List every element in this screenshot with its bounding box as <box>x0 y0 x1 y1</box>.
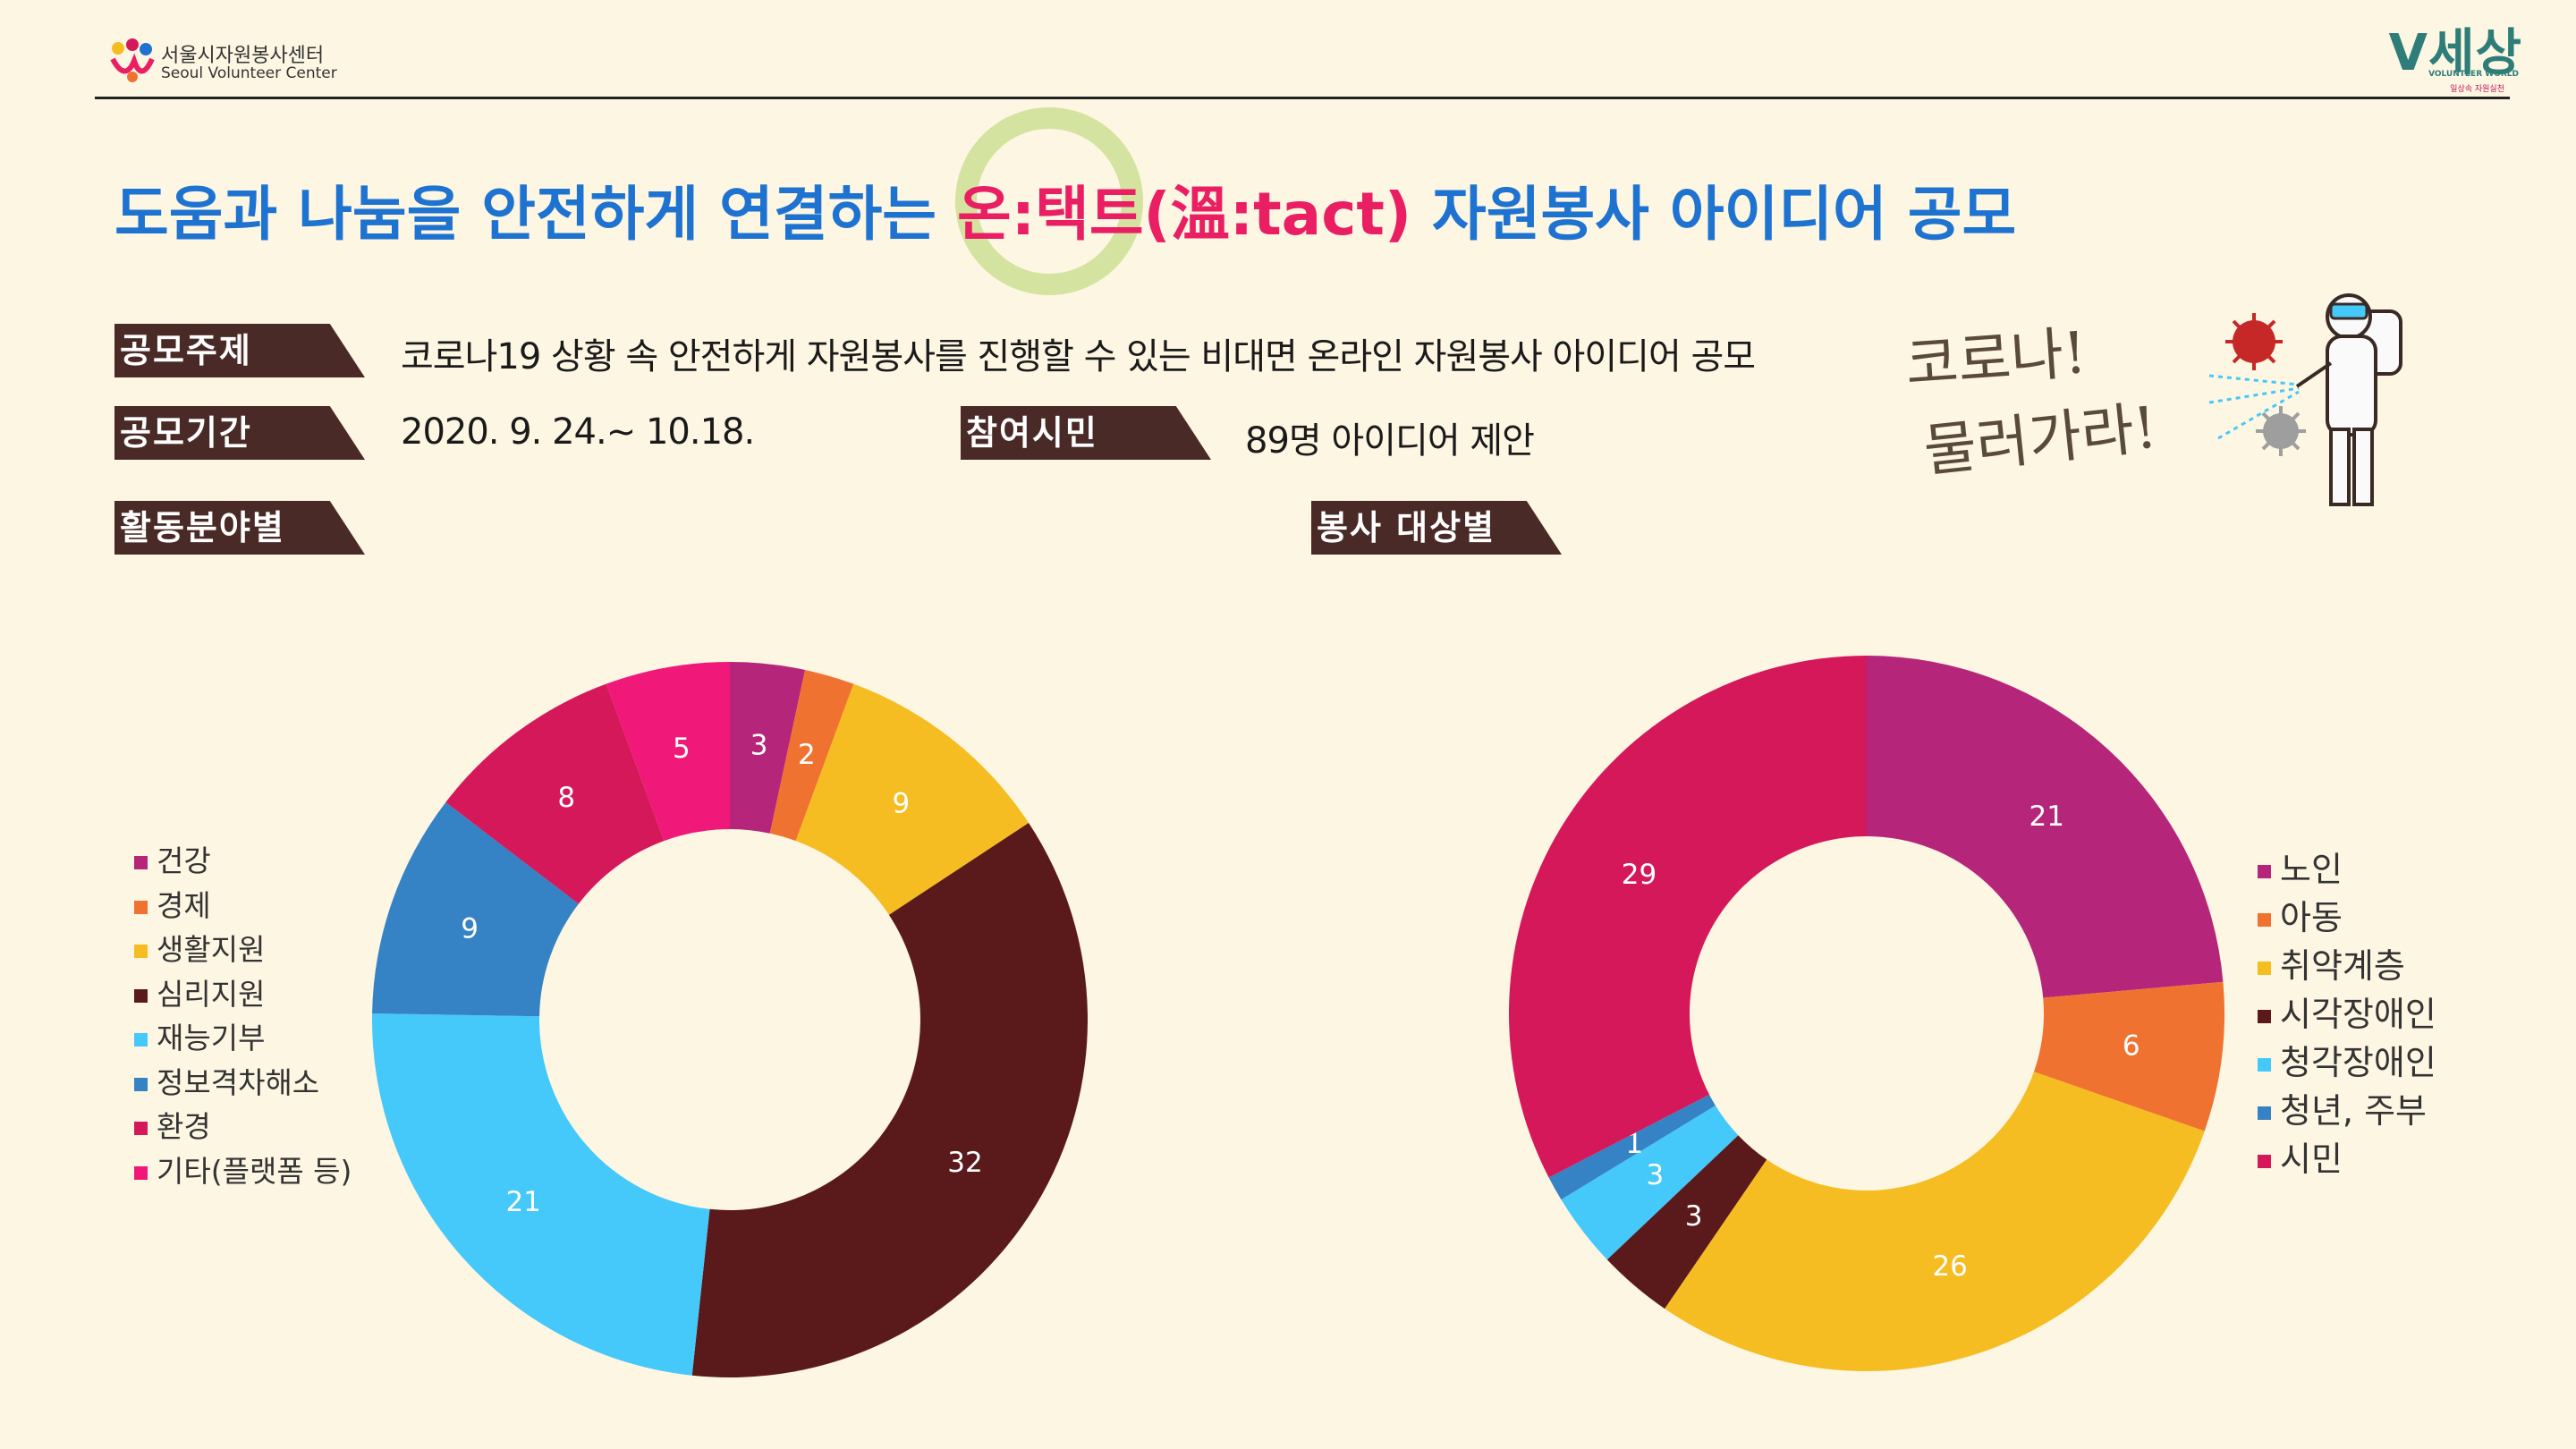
field-legend-item: 기타(플랫폼 등) <box>134 1149 352 1194</box>
field-slice-2 <box>769 669 854 842</box>
disinfection-worker-icon <box>2208 293 2402 506</box>
target-legend-swatch <box>2258 1155 2271 1168</box>
volunteer-center-logo-mark-icon <box>110 38 155 82</box>
field-value-label-5: 21 <box>505 1186 540 1218</box>
field-legend-swatch <box>134 945 148 958</box>
target-legend-item: 아동 <box>2258 894 2436 942</box>
citizens-value: 89명 아이디어 제안 <box>1245 420 1535 462</box>
target-legend-label: 취약계층 <box>2280 946 2405 986</box>
field-legend-swatch <box>134 900 148 914</box>
logo-korean-name: 서울시자원봉사센터 <box>161 45 325 67</box>
field-value-label-4: 32 <box>947 1147 982 1179</box>
target-legend-label: 시각장애인 <box>2280 995 2436 1034</box>
field-legend-swatch <box>134 988 148 1003</box>
field-slice-3 <box>795 683 1030 915</box>
field-legend-label: 재능기부 <box>157 1021 266 1055</box>
target-legend-item: 시민 <box>2258 1135 2436 1183</box>
field-legend-label: 심리지원 <box>157 976 266 1012</box>
target-legend-swatch <box>2258 962 2271 975</box>
field-value-label-8: 5 <box>673 733 691 765</box>
virus-grey-icon <box>2256 406 2306 456</box>
field-legend-item: 정보격차해소 <box>134 1061 352 1106</box>
field-legend-item: 생활지원 <box>134 928 352 972</box>
citizens-tag: 참여시민 <box>961 406 1211 460</box>
field-legend-item: 환경 <box>134 1105 352 1149</box>
target-legend-swatch <box>2258 1010 2271 1023</box>
field-legend-item: 재능기부 <box>134 1016 352 1061</box>
field-value-label-6: 9 <box>461 913 479 945</box>
field-slice-5 <box>371 1013 710 1376</box>
title-part-1: 도움과 나눔을 안전하게 연결하는 <box>114 180 957 249</box>
field-legend-swatch <box>134 856 148 869</box>
field-legend-label: 정보격차해소 <box>157 1064 320 1100</box>
page-title: 도움과 나눔을 안전하게 연결하는 온:택트(溫:tact) 자원봉사 아이디어… <box>114 166 2016 252</box>
title-part-2: 자원봉사 아이디어 공모 <box>1411 180 2017 249</box>
target-legend-swatch <box>2258 1058 2271 1072</box>
field-legend-label: 경제 <box>157 887 211 923</box>
target-legend-swatch <box>2258 865 2271 878</box>
header-divider <box>95 97 2510 99</box>
target-legend-swatch <box>2258 1106 2271 1120</box>
field-value-label-1: 3 <box>750 730 768 762</box>
target-legend-label: 청년, 주부 <box>2280 1091 2427 1131</box>
field-slice-4 <box>691 822 1089 1377</box>
seoul-volunteer-center-logo: 서울시자원봉사센터 Seoul Volunteer Center <box>107 36 402 89</box>
target-legend-item: 노인 <box>2258 845 2436 894</box>
field-section-tag: 활동분야별 <box>114 501 365 555</box>
theme-tag: 공모주제 <box>114 324 365 377</box>
field-slice-7 <box>445 683 665 904</box>
volunteer-world-logo-tagline: 일상속 자원실천 <box>2450 85 2504 94</box>
target-legend-label: 노인 <box>2280 850 2343 889</box>
period-tag: 공모기간 <box>114 406 365 460</box>
field-legend-label: 생활지원 <box>157 932 266 967</box>
target-legend-label: 시민 <box>2280 1140 2343 1179</box>
field-legend-item: 건강 <box>134 839 352 884</box>
field-value-label-2: 2 <box>798 739 816 771</box>
target-legend-item: 청각장애인 <box>2258 1038 2436 1087</box>
target-section-tag: 봉사 대상별 <box>1311 501 1562 555</box>
field-legend-swatch <box>134 1033 148 1046</box>
field-legend-label: 기타(플랫폼 등) <box>157 1153 352 1189</box>
field-legend-swatch <box>134 1077 148 1091</box>
field-slice-6 <box>372 801 579 1017</box>
target-legend-item: 취약계층 <box>2258 942 2436 990</box>
theme-value: 코로나19 상황 속 안전하게 자원봉사를 진행할 수 있는 비대면 온라인 자… <box>401 336 1756 377</box>
field-legend-label: 건강 <box>157 843 211 878</box>
field-legend-item: 심리지원 <box>134 972 352 1017</box>
field-slice-8 <box>606 662 730 842</box>
title-highlight: 온:택트(溫:tact) <box>957 180 1412 249</box>
volunteer-world-logo-text: V세상 <box>2388 24 2522 82</box>
target-legend-label: 청각장애인 <box>2280 1043 2436 1082</box>
volunteer-world-logo: V세상 VOLUNTEER WORLD 일상속 자원실천 <box>2361 13 2522 94</box>
field-legend-label: 환경 <box>157 1109 211 1144</box>
field-legend-item: 경제 <box>134 884 352 928</box>
volunteer-world-logo-subtext: VOLUNTEER WORLD <box>2428 70 2519 79</box>
logo-english-name: Seoul Volunteer Center <box>161 64 337 82</box>
period-value: 2020. 9. 24.~ 10.18. <box>401 411 755 453</box>
field-slice-1 <box>730 662 806 834</box>
target-legend-item: 청년, 주부 <box>2258 1087 2436 1135</box>
virus-red-icon <box>2225 313 2283 370</box>
field-legend-swatch <box>134 1122 148 1135</box>
target-legend-item: 시각장애인 <box>2258 990 2436 1038</box>
field-value-label-3: 9 <box>893 788 911 820</box>
target-legend-swatch <box>2258 913 2271 927</box>
field-value-label-7: 8 <box>557 782 575 814</box>
target-legend-label: 아동 <box>2280 898 2343 937</box>
field-legend-swatch <box>134 1165 148 1180</box>
